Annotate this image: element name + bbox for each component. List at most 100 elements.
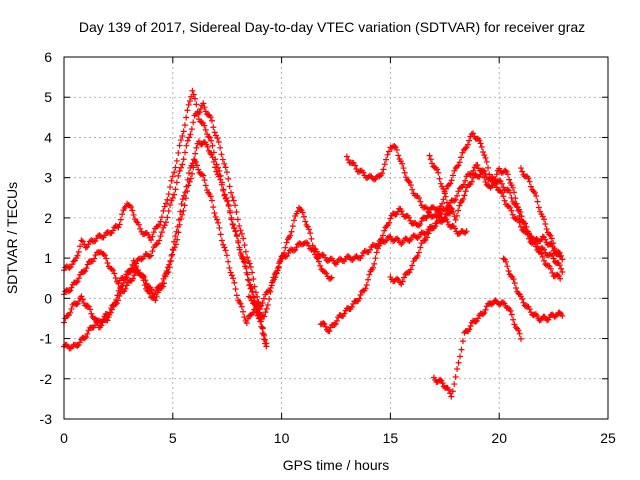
data-point xyxy=(140,277,147,284)
data-point xyxy=(92,315,99,322)
data-point xyxy=(160,224,167,231)
data-point xyxy=(405,177,412,184)
data-point xyxy=(171,169,178,176)
data-point xyxy=(455,359,462,366)
data-point xyxy=(225,201,232,208)
data-point xyxy=(238,303,245,310)
data-point xyxy=(282,244,289,251)
data-point xyxy=(507,307,514,314)
data-point xyxy=(399,278,406,285)
data-point xyxy=(500,193,507,200)
axis-ticks xyxy=(63,56,609,420)
data-point xyxy=(180,156,187,163)
data-point xyxy=(175,229,182,236)
data-point xyxy=(180,128,187,135)
data-point xyxy=(409,262,416,269)
data-point xyxy=(169,173,176,180)
data-point xyxy=(87,306,94,313)
data-point xyxy=(556,262,563,269)
data-point xyxy=(131,272,138,279)
data-point xyxy=(77,243,84,250)
data-point xyxy=(539,253,546,260)
data-point xyxy=(192,150,199,157)
data-point xyxy=(247,281,254,288)
data-point xyxy=(259,330,266,337)
data-point xyxy=(212,213,219,220)
data-point xyxy=(109,227,116,234)
data-point xyxy=(164,214,171,221)
data-point xyxy=(402,174,409,181)
data-point xyxy=(179,196,186,203)
data-point xyxy=(284,252,291,259)
data-point xyxy=(409,186,416,193)
y-tick-label: 1 xyxy=(44,250,52,266)
data-point xyxy=(365,276,372,283)
data-point xyxy=(452,216,459,223)
data-point xyxy=(437,376,444,383)
data-point xyxy=(237,300,244,307)
data-point xyxy=(394,275,401,282)
data-point xyxy=(366,271,373,278)
data-point xyxy=(226,207,233,214)
data-point xyxy=(401,169,408,176)
data-point xyxy=(187,131,194,138)
data-point xyxy=(176,167,183,174)
data-point xyxy=(559,269,566,276)
data-point xyxy=(139,273,146,280)
data-point xyxy=(159,280,166,287)
data-point xyxy=(190,91,197,98)
data-point xyxy=(517,223,524,230)
data-point xyxy=(454,163,461,170)
data-point xyxy=(176,221,183,228)
data-point xyxy=(164,269,171,276)
data-point xyxy=(180,207,187,214)
data-point xyxy=(176,142,183,149)
data-point xyxy=(362,285,369,292)
x-tick-label: 25 xyxy=(600,430,616,446)
data-point xyxy=(517,165,524,172)
data-point xyxy=(371,242,378,249)
data-point xyxy=(405,237,412,244)
data-point xyxy=(541,246,548,253)
data-point xyxy=(432,220,439,227)
data-point xyxy=(90,238,97,245)
data-point xyxy=(153,287,160,294)
data-point xyxy=(189,160,196,167)
data-point xyxy=(82,268,89,275)
data-point xyxy=(549,269,556,276)
data-point xyxy=(217,176,224,183)
data-point xyxy=(406,214,413,221)
data-point xyxy=(190,119,197,126)
data-point xyxy=(466,137,473,144)
data-point xyxy=(555,273,562,280)
data-point xyxy=(103,255,110,262)
data-point xyxy=(207,193,214,200)
data-point xyxy=(231,279,238,286)
x-tick-labels: 0 5 10 15 20 25 xyxy=(60,430,616,446)
data-point xyxy=(172,233,179,240)
data-point xyxy=(101,252,108,259)
data-point xyxy=(300,240,307,247)
data-point xyxy=(259,312,266,319)
data-point xyxy=(114,292,121,299)
data-point xyxy=(240,235,247,242)
data-point xyxy=(238,230,245,237)
data-point xyxy=(526,306,533,313)
data-point xyxy=(511,189,518,196)
data-point xyxy=(458,346,465,353)
data-point xyxy=(172,186,179,193)
data-point xyxy=(317,262,324,269)
data-point xyxy=(201,122,208,129)
data-point xyxy=(248,284,255,291)
data-point xyxy=(245,315,252,322)
data-point xyxy=(241,314,248,321)
data-point xyxy=(195,166,202,173)
data-point xyxy=(222,164,229,171)
data-point xyxy=(451,197,458,204)
data-point xyxy=(512,324,519,331)
data-point xyxy=(230,197,237,204)
data-point xyxy=(391,142,398,149)
data-point xyxy=(75,248,82,255)
y-tick-label: -1 xyxy=(40,331,53,347)
data-point xyxy=(179,132,186,139)
